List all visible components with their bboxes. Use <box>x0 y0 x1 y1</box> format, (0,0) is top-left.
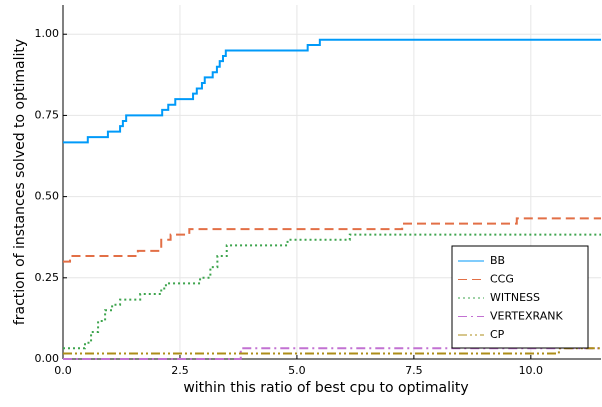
step-line <box>63 347 601 355</box>
step-line <box>63 233 601 350</box>
step-line <box>63 347 601 360</box>
step-line <box>63 38 601 144</box>
y-tick-label: 0.50 <box>35 190 60 203</box>
legend-label: WITNESS <box>490 291 540 304</box>
legend-label: BB <box>490 254 505 267</box>
y-tick-label: 0.25 <box>35 271 60 284</box>
legend-box <box>451 245 589 349</box>
legend-label: CP <box>490 328 505 341</box>
y-axis-label: fraction of instances solved to optimali… <box>12 39 28 325</box>
y-tick-label: 0.75 <box>35 108 60 121</box>
step-line <box>63 217 601 263</box>
x-tick-label: 2.5 <box>171 364 189 377</box>
y-tick-label: 0.00 <box>35 352 60 365</box>
x-tick-label: 0.0 <box>54 364 72 377</box>
legend-label: VERTEXRANK <box>490 310 563 323</box>
x-axis-label: within this ratio of best cpu to optimal… <box>183 380 468 396</box>
y-tick-label: 1.00 <box>35 27 60 40</box>
legend-label: CCG <box>490 273 514 286</box>
x-tick-label: 10.0 <box>519 364 544 377</box>
legend: BB CCG WITNESS VERTEXRANK CP <box>451 245 589 349</box>
x-tick-label: 7.5 <box>405 364 423 377</box>
x-tick-label: 5.0 <box>288 364 306 377</box>
